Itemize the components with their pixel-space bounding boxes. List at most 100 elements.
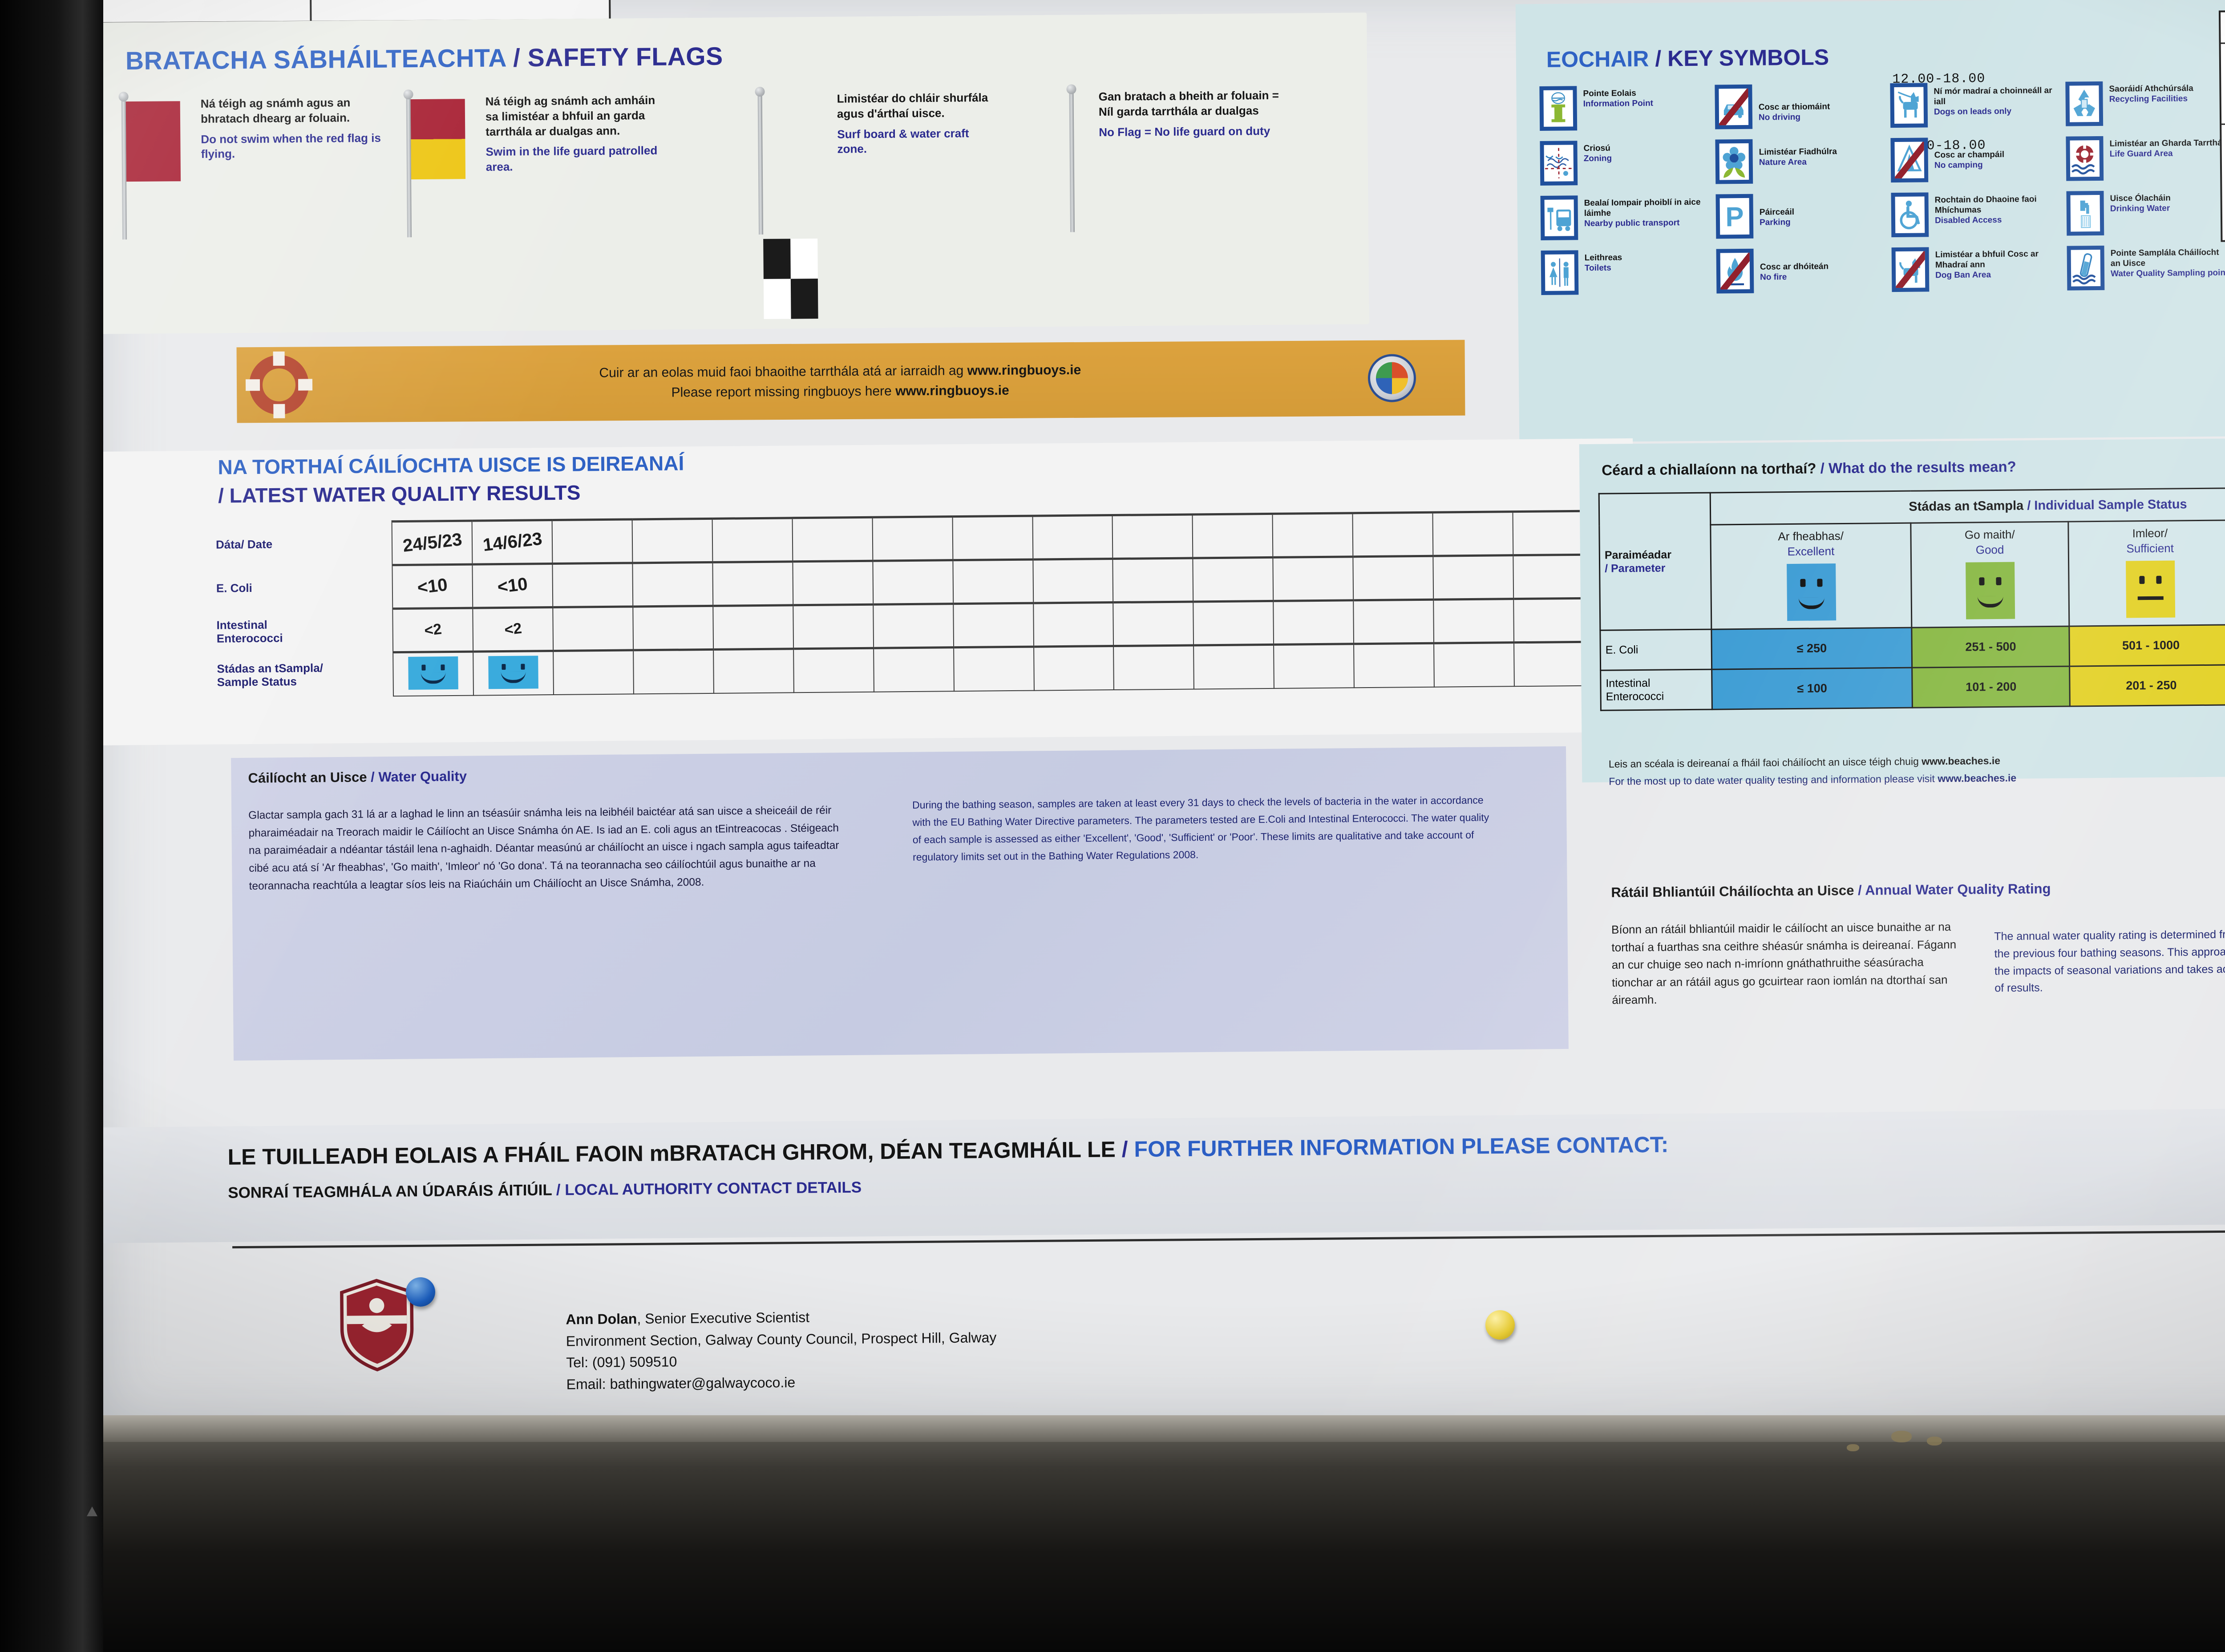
table-cell-empty[interactable] (1352, 512, 1433, 557)
note-en-text: For the most up to date water quality te… (1609, 773, 1938, 787)
beaches-url-en[interactable]: www.beaches.ie (1938, 772, 2017, 785)
table-cell-empty[interactable] (633, 606, 714, 650)
table-cell-empty[interactable] (632, 562, 713, 607)
key-symbol-item: Limistéar Fiadhúlra Nature Area (1715, 138, 1879, 186)
table-cell-empty[interactable] (1273, 600, 1354, 645)
table-cell-entero-2[interactable]: <2 (473, 607, 554, 652)
table-cell-empty[interactable] (712, 518, 793, 563)
table-cell-empty[interactable] (1273, 556, 1354, 601)
row-label-date: Dáta/ Date (214, 522, 392, 567)
table-cell-empty[interactable] (1272, 513, 1353, 558)
table-cell-empty[interactable] (1193, 601, 1274, 645)
table-cell-status-2[interactable] (473, 651, 554, 696)
status-en: Excellent (1787, 544, 1835, 558)
row-label-status-ga: Stádas an tSampla/ (217, 661, 323, 676)
status-cell-sufficient: Imleor/ Sufficient (2068, 520, 2225, 626)
flag-text-chk-ga: Limistéar do chláir shurfála agus d'árth… (837, 90, 988, 121)
table-cell-empty[interactable] (632, 518, 713, 563)
annual-title-ga: Rátáil Bhliantúil Cháilíochta an Uisce (1611, 883, 1854, 900)
table-cell-date-2[interactable]: 14/6/23 (472, 520, 553, 565)
table-cell-empty[interactable] (1032, 515, 1113, 560)
parameter-enterococci: Intestinal Enterococci (1600, 669, 1712, 710)
results-title-en: / LATEST WATER QUALITY RESULTS (218, 480, 581, 507)
table-cell-empty[interactable] (792, 517, 873, 562)
table-cell-empty[interactable] (553, 650, 634, 695)
table-cell-empty[interactable] (1193, 644, 1274, 689)
table-cell-empty[interactable] (953, 647, 1034, 691)
table-cell-empty[interactable] (1193, 557, 1274, 602)
table-cell-empty[interactable] (1032, 559, 1113, 603)
row-label-date-ga: Dáta/ (215, 537, 244, 551)
table-cell-date-1[interactable]: 24/5/23 (392, 521, 473, 565)
floor-marker-icon (87, 1506, 97, 1516)
meaning-title-en: What do the results mean? (1828, 458, 2016, 477)
key-symbols-columns: Pointe Eolais Information Point Criosú Z… (1539, 79, 2225, 305)
flag-text-noflag-ga: Gan bratach a bheith ar foluain = Níl ga… (1098, 88, 1279, 118)
table-cell-empty[interactable] (552, 519, 633, 564)
ringbuoy-en: Please report missing ringbuoys here (671, 384, 896, 400)
status-header-en: / Individual Sample Status (2027, 497, 2187, 513)
annual-body-en: The annual water quality rating is deter… (1994, 927, 2225, 995)
table-cell-empty[interactable] (953, 559, 1033, 604)
table-cell-empty[interactable] (873, 647, 954, 692)
table-cell-empty[interactable] (1033, 646, 1114, 691)
table-cell-empty[interactable] (552, 563, 633, 607)
meaning-title-ga: Céard a chiallaíonn na torthaí? (1602, 460, 1816, 478)
table-cell-empty[interactable] (1433, 555, 1514, 600)
table-cell-empty[interactable] (633, 649, 714, 694)
smiley-excellent-icon (408, 656, 459, 690)
table-cell-empty[interactable] (1112, 558, 1193, 603)
table-cell-empty[interactable] (1112, 514, 1193, 559)
table-cell-empty[interactable] (1353, 599, 1434, 644)
table-cell-empty[interactable] (1434, 642, 1514, 687)
table-cell-empty[interactable] (1433, 599, 1514, 644)
key-symbol-label: Pointe Eolais Information Point (1583, 85, 1653, 109)
table-cell-empty[interactable] (1354, 643, 1434, 688)
smiley-good-icon (1965, 562, 2015, 620)
label-en: Life Guard Area (2109, 149, 2173, 159)
ecoli-excellent-value: ≤ 250 (1711, 627, 1912, 669)
contact-role: , Senior Executive Scientist (637, 1309, 810, 1327)
key-symbols-column-2: Cosc ar thiomáint No driving Limistéar F… (1715, 83, 1880, 304)
table-cell-empty[interactable] (713, 605, 793, 650)
table-cell-empty[interactable] (1033, 602, 1114, 647)
table-cell-empty[interactable] (553, 606, 634, 651)
table-cell-empty[interactable] (873, 603, 954, 648)
ringbuoy-ga-url[interactable]: www.ringbuoys.ie (967, 362, 1081, 378)
table-cell-empty[interactable] (1432, 511, 1513, 556)
table-cell-empty[interactable] (1113, 645, 1194, 690)
beaches-url-ga[interactable]: www.beaches.ie (1922, 754, 2001, 767)
board-base-lip (103, 1415, 2225, 1442)
yellow-magnet[interactable] (1485, 1310, 1515, 1340)
drinking-water-icon (2066, 190, 2104, 236)
results-table: Dáta/ Date 24/5/23 14/6/23 E. Coli <10 <… (214, 510, 1595, 698)
footer-headline-en: FOR FURTHER INFORMATION PLEASE CONTACT: (1134, 1132, 1669, 1162)
table-cell-entero-1[interactable]: <2 (392, 608, 473, 652)
table-cell-empty[interactable] (713, 648, 794, 693)
table-cell-empty[interactable] (1192, 514, 1273, 558)
emergency-left-column: I gCás Éigeandála In an Emergency Garcha… (2220, 11, 2225, 240)
ringbuoy-en-url[interactable]: www.ringbuoys.ie (895, 383, 1009, 399)
table-cell-ecoli-1[interactable]: <10 (392, 564, 473, 609)
table-cell-empty[interactable] (873, 560, 953, 605)
blue-magnet[interactable] (405, 1277, 436, 1307)
key-symbol-item: Saoráidí Athchúrsála Recycling Facilitie… (2065, 80, 2225, 128)
table-cell-empty[interactable] (952, 516, 1033, 560)
table-cell-empty[interactable] (953, 603, 1034, 648)
label-ga: Cosc ar champáil (1934, 150, 2005, 160)
table-cell-empty[interactable] (872, 516, 953, 561)
key-symbol-label: Limistéar an Gharda Tarrthála Life Guard… (2109, 135, 2225, 159)
left-post (0, 0, 103, 1652)
table-cell-empty[interactable] (1274, 644, 1355, 688)
table-cell-empty[interactable] (793, 604, 874, 649)
table-cell-status-1[interactable] (393, 652, 474, 696)
status-ga: Go maith/ (1964, 527, 2015, 542)
table-cell-empty[interactable] (793, 561, 874, 605)
table-cell-ecoli-2[interactable]: <10 (472, 563, 553, 608)
table-cell-empty[interactable] (1353, 556, 1434, 600)
row-label-ecoli: E. Coli (214, 565, 392, 610)
table-cell-empty[interactable] (1113, 601, 1194, 646)
table-cell-empty[interactable] (793, 648, 874, 692)
key-symbols-title-en: KEY SYMBOLS (1667, 45, 1829, 71)
table-cell-empty[interactable] (712, 561, 793, 606)
